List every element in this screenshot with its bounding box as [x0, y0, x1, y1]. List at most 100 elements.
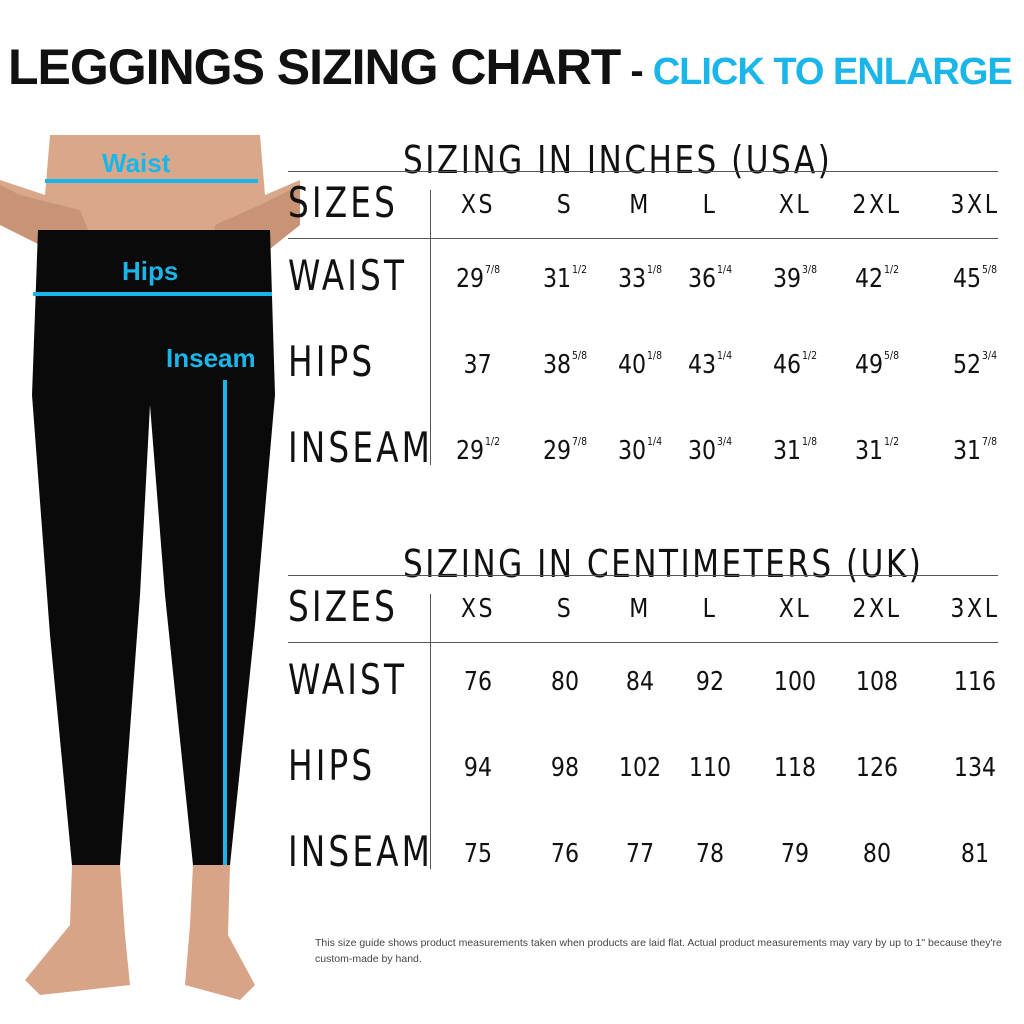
sizes-label: SIZES	[288, 178, 399, 227]
table-cell: 421/2	[855, 263, 899, 294]
table-cell: 311/2	[543, 263, 587, 294]
cell-whole: 30	[687, 436, 717, 466]
table-cell: 100	[773, 667, 817, 697]
table-cell: 94	[463, 753, 493, 783]
table-cell: 76	[550, 839, 580, 869]
size-header: XS	[460, 594, 496, 624]
divider	[288, 171, 998, 172]
table-cell: 80	[550, 667, 580, 697]
cell-whole: 46	[772, 350, 802, 380]
cell-whole: 33	[617, 264, 647, 294]
cell-whole: 31	[772, 436, 802, 466]
row-label: WAIST	[288, 655, 408, 704]
table-cell: 385/8	[543, 349, 587, 380]
footer-note: This size guide shows product measuremen…	[315, 937, 1002, 965]
table-cell: 297/8	[456, 263, 500, 294]
table-cell: 431/4	[688, 349, 732, 380]
table-cell: 297/8	[543, 435, 587, 466]
table-cell: 92	[695, 667, 725, 697]
cell-whole: 39	[772, 264, 802, 294]
cell-fraction: 5/8	[883, 349, 900, 362]
hips-label: Hips	[122, 256, 179, 286]
title-text: LEGGINGS SIZING CHART	[8, 39, 621, 95]
table-cell: 81	[960, 839, 990, 869]
divider	[430, 594, 431, 869]
cell-whole: 45	[952, 264, 982, 294]
size-header: XS	[460, 190, 496, 220]
size-header: XL	[778, 190, 812, 220]
table-cell: 311/2	[855, 435, 899, 466]
cell-fraction: 1/2	[883, 435, 900, 448]
table-cell: 317/8	[953, 435, 997, 466]
cell-fraction: 1/8	[646, 263, 663, 276]
cell-fraction: 1/8	[646, 349, 663, 362]
table-cell: 134	[953, 753, 997, 783]
cell-fraction: 3/4	[716, 435, 733, 448]
cm-table-title: SIZING IN CENTIMETERS (UK)	[403, 542, 924, 586]
row-label: HIPS	[288, 337, 376, 386]
cell-whole: 49	[854, 350, 884, 380]
row-label: WAIST	[288, 251, 408, 300]
table-cell: 76	[463, 667, 493, 697]
click-to-enlarge-link[interactable]: CLICK TO ENLARGE	[652, 51, 1013, 93]
size-header: 2XL	[852, 190, 902, 220]
cell-fraction: 3/4	[981, 349, 998, 362]
size-header: 3XL	[950, 594, 1000, 624]
cell-whole: 52	[952, 350, 982, 380]
cell-whole: 42	[854, 264, 884, 294]
cell-whole: 31	[952, 436, 982, 466]
cell-fraction: 1/4	[716, 263, 733, 276]
page-title: LEGGINGS SIZING CHART - CLICK TO ENLARGE	[8, 38, 1013, 96]
cell-fraction: 1/2	[883, 263, 900, 276]
table-cell: 80	[862, 839, 892, 869]
table-cell: 523/4	[953, 349, 997, 380]
table-cell: 102	[618, 753, 662, 783]
cell-whole: 38	[542, 350, 572, 380]
table-cell: 495/8	[855, 349, 899, 380]
cell-whole: 29	[455, 436, 485, 466]
table-cell: 393/8	[773, 263, 817, 294]
table-cell: 116	[953, 667, 997, 697]
table-cell: 311/8	[773, 435, 817, 466]
cell-whole: 29	[455, 264, 485, 294]
table-cell: 301/4	[618, 435, 662, 466]
cell-fraction: 5/8	[571, 349, 588, 362]
cell-whole: 37	[463, 350, 492, 380]
size-header: L	[702, 190, 718, 220]
cell-fraction: 5/8	[981, 263, 998, 276]
cell-fraction: 1/8	[801, 435, 818, 448]
table-cell: 37	[464, 349, 493, 380]
cell-fraction: 3/8	[801, 263, 818, 276]
row-label: INSEAM	[288, 827, 434, 876]
cell-whole: 43	[687, 350, 717, 380]
table-cell: 75	[463, 839, 493, 869]
divider	[430, 190, 431, 465]
waist-label: Waist	[102, 148, 171, 178]
table-cell: 79	[780, 839, 810, 869]
table-cell: 455/8	[953, 263, 997, 294]
inseam-label: Inseam	[166, 343, 256, 373]
table-cell: 126	[855, 753, 899, 783]
sizes-label: SIZES	[288, 582, 399, 631]
cell-whole: 40	[617, 350, 647, 380]
size-header: S	[556, 190, 574, 220]
table-cell: 401/8	[618, 349, 662, 380]
size-header: M	[629, 190, 651, 220]
table-cell: 361/4	[688, 263, 732, 294]
table-cell: 331/8	[618, 263, 662, 294]
table-cell: 108	[855, 667, 899, 697]
size-header: S	[556, 594, 574, 624]
cell-fraction: 7/8	[571, 435, 588, 448]
size-header: 2XL	[852, 594, 902, 624]
inches-table-title: SIZING IN INCHES (USA)	[403, 138, 833, 182]
size-header: L	[702, 594, 718, 624]
cell-whole: 31	[542, 264, 572, 294]
table-cell: 77	[625, 839, 655, 869]
cell-whole: 30	[617, 436, 647, 466]
table-cell: 78	[695, 839, 725, 869]
table-cell: 84	[625, 667, 655, 697]
table-cell: 461/2	[773, 349, 817, 380]
leggings-model-figure	[0, 135, 300, 1000]
size-header: XL	[778, 594, 812, 624]
divider	[288, 575, 998, 576]
